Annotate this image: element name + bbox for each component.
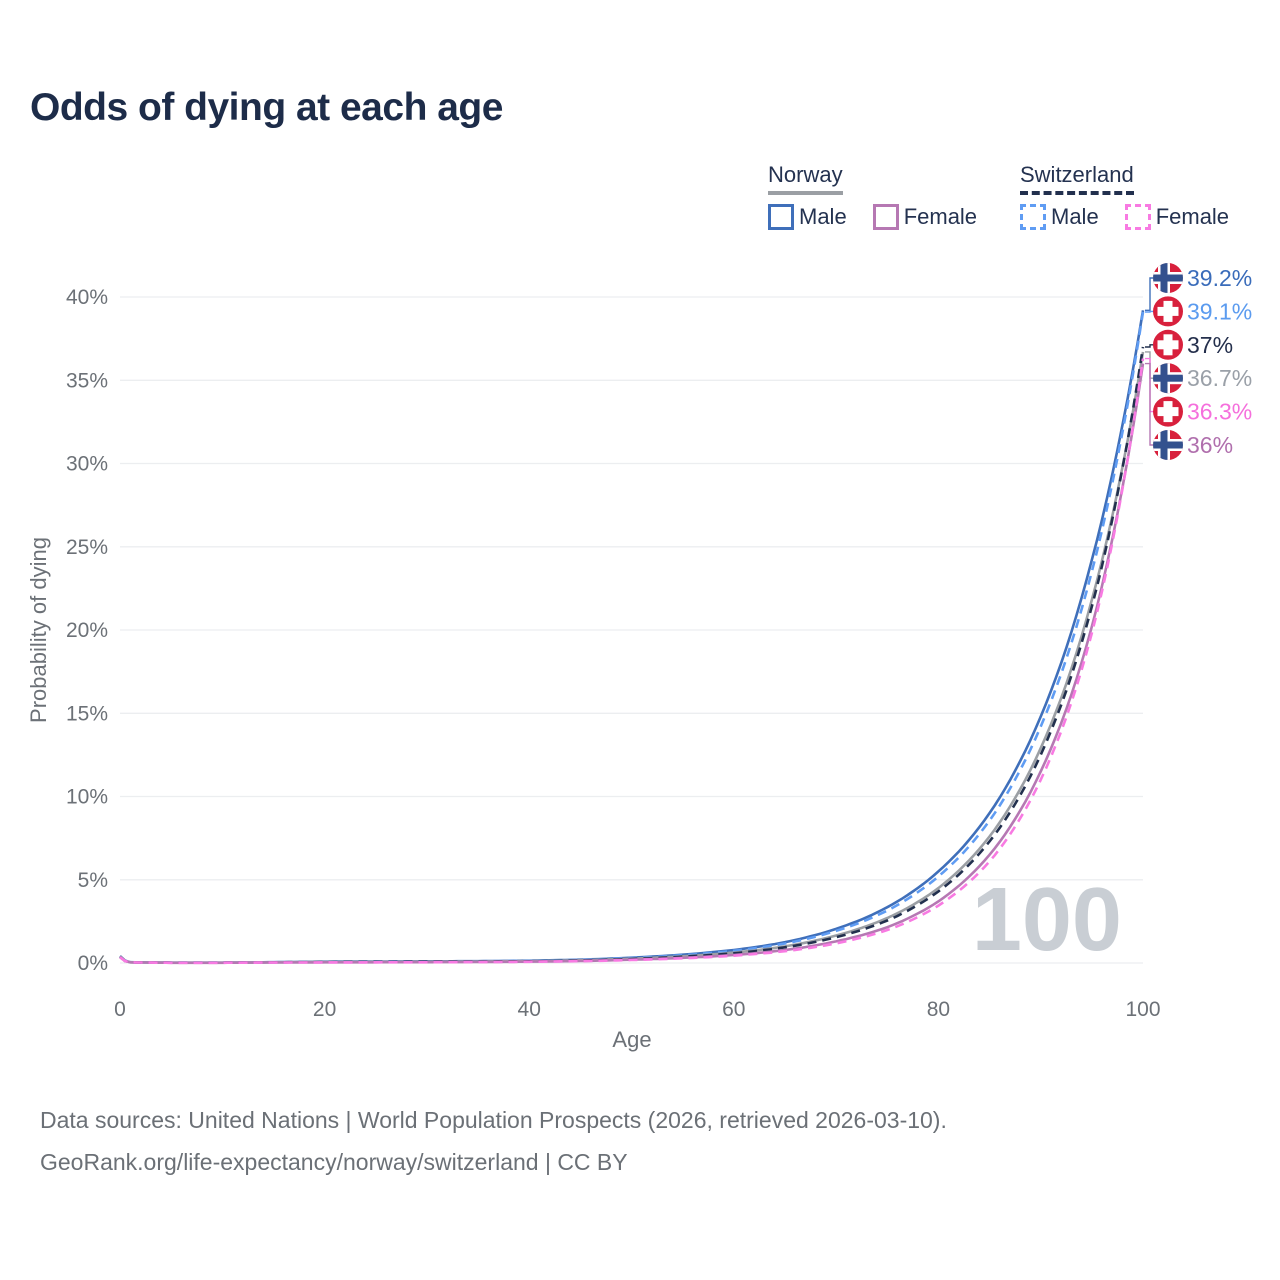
norway-female-swatch bbox=[872, 204, 899, 231]
x-tick-label: 60 bbox=[722, 998, 745, 1021]
norway-legend-label: Norway bbox=[768, 162, 843, 187]
switzerland-line-style bbox=[1020, 191, 1134, 196]
y-tick-label: 35% bbox=[66, 369, 108, 392]
x-tick-label: 40 bbox=[518, 998, 541, 1021]
end-value-label-switzerland-female: 36.3% bbox=[1187, 399, 1252, 425]
norway-flag-icon bbox=[1153, 363, 1183, 394]
y-tick-label: 0% bbox=[78, 952, 108, 975]
swiss-flag-icon bbox=[1153, 296, 1183, 327]
legend-item-norway-male[interactable]: Male bbox=[768, 204, 847, 231]
series-line-norway-male bbox=[119, 310, 1145, 964]
leader-line-switzerland-all bbox=[1145, 344, 1154, 348]
end-value-label-switzerland-male: 39.1% bbox=[1187, 298, 1252, 324]
series-line-switzerland-male bbox=[119, 311, 1145, 964]
norway-line-style bbox=[768, 191, 843, 196]
x-tick-label: 80 bbox=[927, 998, 950, 1021]
swiss-flag-icon bbox=[1153, 396, 1183, 427]
x-tick-label: 0 bbox=[114, 998, 126, 1021]
norway-flag-icon bbox=[1153, 263, 1183, 293]
end-value-label-norway-all: 36.7% bbox=[1187, 365, 1252, 391]
gridlines: 0% 5% 10% 15% 20% 25% 30% 35% 40% bbox=[66, 286, 1143, 975]
legend-item-switzerland-female[interactable]: Female bbox=[1124, 204, 1230, 231]
norway-flag-icon bbox=[1153, 430, 1183, 460]
y-tick-label: 40% bbox=[66, 286, 108, 309]
end-value-label-switzerland-all: 37% bbox=[1187, 332, 1233, 358]
legend-group-norway: Norway Male Female bbox=[768, 162, 978, 231]
y-tick-label: 10% bbox=[66, 786, 108, 809]
switzerland-male-swatch bbox=[1020, 204, 1046, 231]
end-value-label-norway-male: 39.2% bbox=[1187, 265, 1252, 291]
y-tick-label: 30% bbox=[66, 453, 108, 476]
y-tick-label: 20% bbox=[66, 619, 108, 642]
legend-item-norway-female[interactable]: Female bbox=[872, 204, 978, 231]
leader-line-norway-female bbox=[1145, 362, 1154, 446]
swiss-flag-icon bbox=[1153, 329, 1183, 360]
data-sources-text: Data sources: United Nations | World Pop… bbox=[40, 1107, 947, 1133]
legend-norway-title[interactable]: Norway bbox=[768, 162, 843, 196]
series-line-switzerland-female bbox=[119, 358, 1145, 965]
x-tick-label: 20 bbox=[313, 998, 336, 1021]
y-tick-label: 5% bbox=[78, 869, 108, 892]
norway-male-label: Male bbox=[799, 204, 847, 230]
switzerland-female-swatch bbox=[1124, 204, 1151, 231]
switzerland-male-label: Male bbox=[1051, 204, 1099, 230]
y-tick-label: 25% bbox=[66, 536, 108, 559]
x-axis: 0 20 40 60 80 100 Age bbox=[114, 998, 1160, 1052]
x-tick-label: 100 bbox=[1125, 998, 1160, 1021]
legend-switzerland-title[interactable]: Switzerland bbox=[1020, 162, 1134, 196]
y-tick-label: 15% bbox=[66, 702, 108, 725]
page-title: Odds of dying at each age bbox=[30, 86, 503, 129]
legend-switzerland-items: Male Female bbox=[1020, 204, 1230, 231]
leader-line-norway-male bbox=[1145, 277, 1154, 311]
legend-norway-items: Male Female bbox=[768, 204, 978, 231]
age-counter-watermark: 100 bbox=[972, 870, 1122, 970]
x-axis-title: Age bbox=[612, 1027, 651, 1052]
y-axis-title: Probability of dying bbox=[26, 537, 51, 723]
legend-item-switzerland-male[interactable]: Male bbox=[1020, 204, 1099, 231]
legend-group-switzerland: Switzerland Male Female bbox=[1020, 162, 1230, 231]
leader-line-switzerland-male bbox=[1145, 310, 1154, 313]
norway-female-label: Female bbox=[903, 204, 978, 230]
switzerland-legend-label: Switzerland bbox=[1020, 162, 1134, 187]
switzerland-female-label: Female bbox=[1155, 204, 1230, 230]
norway-male-swatch bbox=[768, 204, 794, 231]
footer-attribution-link[interactable]: GeoRank.org/life-expectancy/norway/switz… bbox=[40, 1149, 628, 1175]
end-value-label-norway-female: 36% bbox=[1187, 432, 1233, 458]
